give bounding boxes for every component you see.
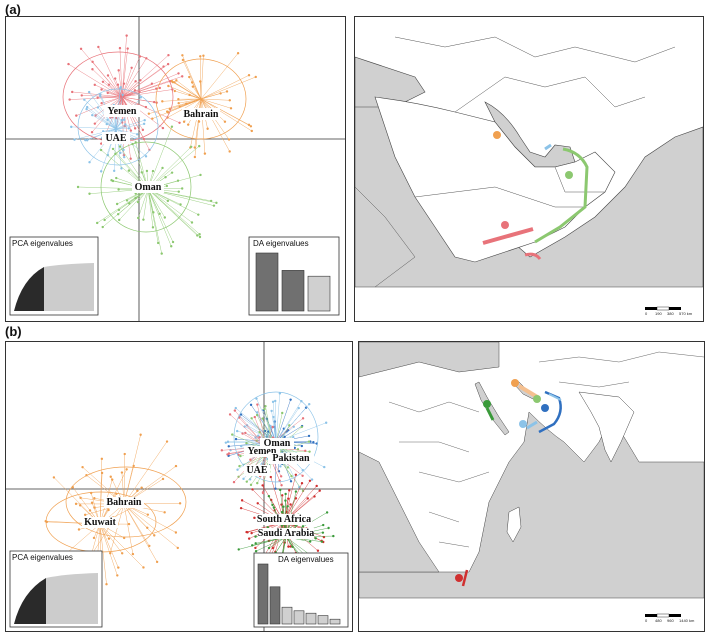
map-a-svg: 0 190 380 570 km: [355, 17, 703, 321]
label-saudi-arabia-b: Saudi Arabia: [258, 528, 314, 539]
svg-text:480: 480: [655, 618, 662, 623]
svg-text:0: 0: [645, 311, 648, 316]
pca-inset-a: PCA eigenvalues: [9, 236, 99, 316]
label-uae-b: UAE: [246, 465, 267, 476]
panel-b-scatter: Oman Yemen Pakistan UAE Bahrain Kuwait S…: [5, 341, 353, 632]
da-bar: [329, 618, 341, 625]
label-bahrain-b: Bahrain: [106, 497, 141, 508]
panel-a-map: 0 190 380 570 km: [354, 16, 704, 322]
pca-inset-title-a: PCA eigenvalues: [12, 239, 73, 248]
label-oman-a: Oman: [135, 182, 162, 193]
da-inset-title-a: DA eigenvalues: [253, 239, 309, 248]
svg-text:190: 190: [655, 311, 662, 316]
scatter-a-svg: Yemen Bahrain UAE Oman PCA eigenvalues D…: [6, 17, 345, 321]
da-bar: [257, 563, 269, 625]
svg-text:570 km: 570 km: [679, 311, 693, 316]
da-bar: [255, 252, 279, 312]
panel-a-scatter: Yemen Bahrain UAE Oman PCA eigenvalues D…: [5, 16, 346, 322]
label-south-africa-b: South Africa: [257, 514, 311, 525]
da-bar: [307, 275, 331, 312]
label-kuwait-b: Kuwait: [84, 517, 116, 528]
da-bar: [293, 610, 305, 625]
svg-text:960: 960: [667, 618, 674, 623]
label-yemen-a: Yemen: [108, 106, 137, 117]
scale-bar-b: 0 480 960 1440 km: [645, 613, 695, 623]
da-bar: [269, 586, 281, 625]
da-inset-b: DA eigenvalues: [253, 552, 349, 628]
pca-inset-title-b: PCA eigenvalues: [12, 553, 73, 562]
da-bar: [305, 612, 317, 625]
map-b-svg: 0 480 960 1440 km: [359, 342, 704, 631]
svg-text:1440 km: 1440 km: [679, 618, 695, 623]
da-inset-a: DA eigenvalues: [248, 236, 340, 316]
da-bar: [281, 270, 305, 312]
label-pakistan-b: Pakistan: [272, 453, 310, 464]
label-uae-a: UAE: [105, 133, 126, 144]
da-bar: [317, 615, 329, 625]
label-bahrain-a: Bahrain: [183, 109, 218, 120]
scale-bar-a: 0 190 380 570 km: [645, 306, 693, 316]
da-bar: [281, 606, 293, 625]
panel-a-label: (a): [5, 2, 21, 17]
svg-text:380: 380: [667, 311, 674, 316]
da-inset-title-b: DA eigenvalues: [278, 555, 334, 564]
panel-b-map: 0 480 960 1440 km: [358, 341, 705, 632]
panel-b-label: (b): [5, 324, 22, 339]
label-oman-b: Oman: [264, 438, 291, 449]
label-yemen-b: Yemen: [248, 446, 277, 457]
scatter-b-svg: Oman Yemen Pakistan UAE Bahrain Kuwait S…: [6, 342, 352, 631]
svg-text:0: 0: [645, 618, 648, 623]
pca-inset-b: PCA eigenvalues: [9, 550, 103, 628]
